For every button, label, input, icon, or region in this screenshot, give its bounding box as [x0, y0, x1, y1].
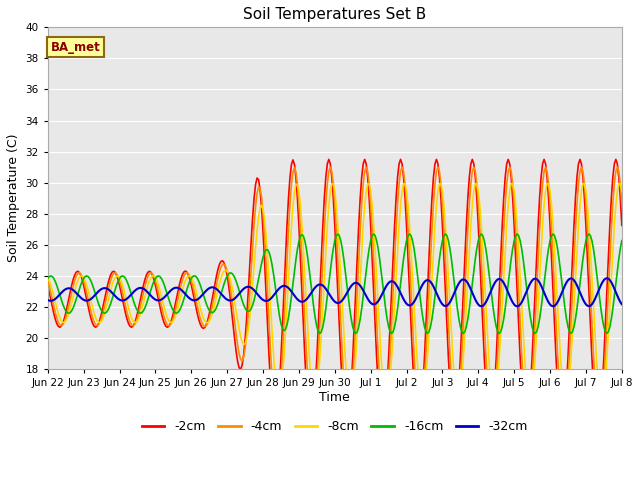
Legend: -2cm, -4cm, -8cm, -16cm, -32cm: -2cm, -4cm, -8cm, -16cm, -32cm — [137, 415, 532, 438]
X-axis label: Time: Time — [319, 391, 350, 404]
Y-axis label: Soil Temperature (C): Soil Temperature (C) — [7, 134, 20, 263]
Title: Soil Temperatures Set B: Soil Temperatures Set B — [243, 7, 426, 22]
Text: BA_met: BA_met — [51, 41, 100, 54]
